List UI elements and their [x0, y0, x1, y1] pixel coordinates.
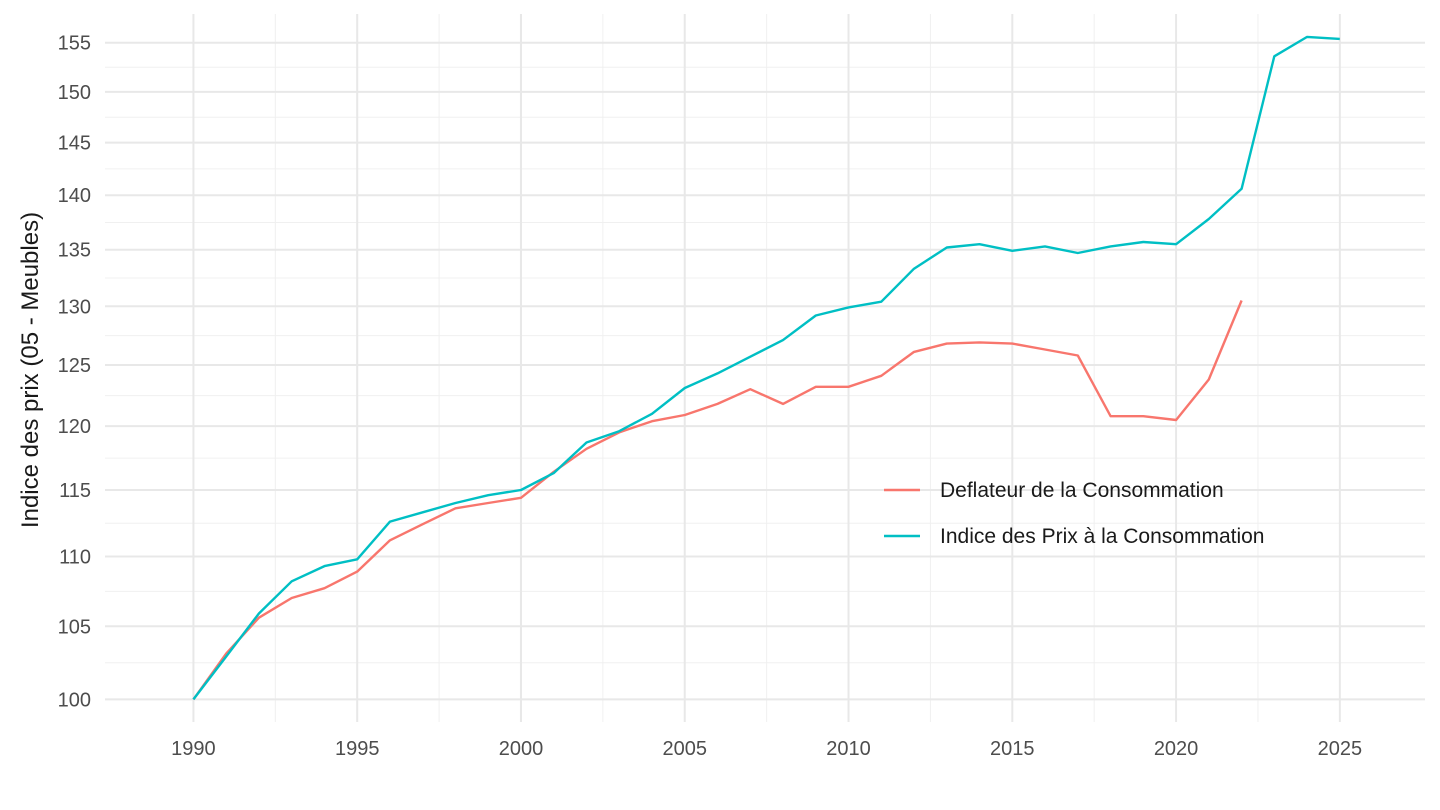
x-tick-label: 2020	[1154, 738, 1199, 760]
x-tick-label: 1995	[335, 738, 380, 760]
x-tick-label: 2025	[1318, 738, 1363, 760]
y-tick-label: 140	[58, 185, 91, 207]
x-tick-label: 2005	[663, 738, 708, 760]
y-axis-title: Indice des prix (05 - Meubles)	[17, 212, 44, 528]
x-tick-label: 2010	[826, 738, 871, 760]
minor-gridlines	[105, 14, 1425, 722]
y-tick-label: 155	[58, 33, 91, 55]
x-tick-label: 2015	[990, 738, 1035, 760]
legend-label-1: Deflateur de la Consommation	[940, 479, 1224, 502]
series-line-2	[192, 35, 1340, 701]
y-tick-label: 145	[58, 133, 91, 155]
y-tick-label: 135	[58, 240, 91, 262]
y-axis-tick-labels: 100 105 110 115 120 125 130 135 140 145 150 155	[58, 33, 91, 712]
y-tick-label: 105	[58, 616, 91, 638]
y-tick-label: 125	[58, 355, 91, 377]
y-tick-label: 110	[59, 547, 91, 569]
y-tick-label: 150	[58, 82, 91, 104]
legend-label-2: Indice des Prix à la Consommation	[940, 525, 1265, 548]
major-gridlines	[105, 14, 1425, 722]
series-line-1	[192, 300, 1243, 701]
y-tick-label: 115	[59, 480, 91, 502]
series-lines	[192, 35, 1340, 701]
legend: Deflateur de la Consommation Indice des P…	[884, 479, 1265, 548]
y-tick-label: 120	[58, 416, 91, 438]
x-tick-label: 1990	[171, 738, 216, 760]
x-axis-tick-labels: 1990 1995 2000 2005 2010 2015 2020 2025	[171, 738, 1362, 760]
x-tick-label: 2000	[499, 738, 544, 760]
y-tick-label: 130	[58, 296, 91, 318]
y-tick-label: 100	[58, 689, 91, 711]
